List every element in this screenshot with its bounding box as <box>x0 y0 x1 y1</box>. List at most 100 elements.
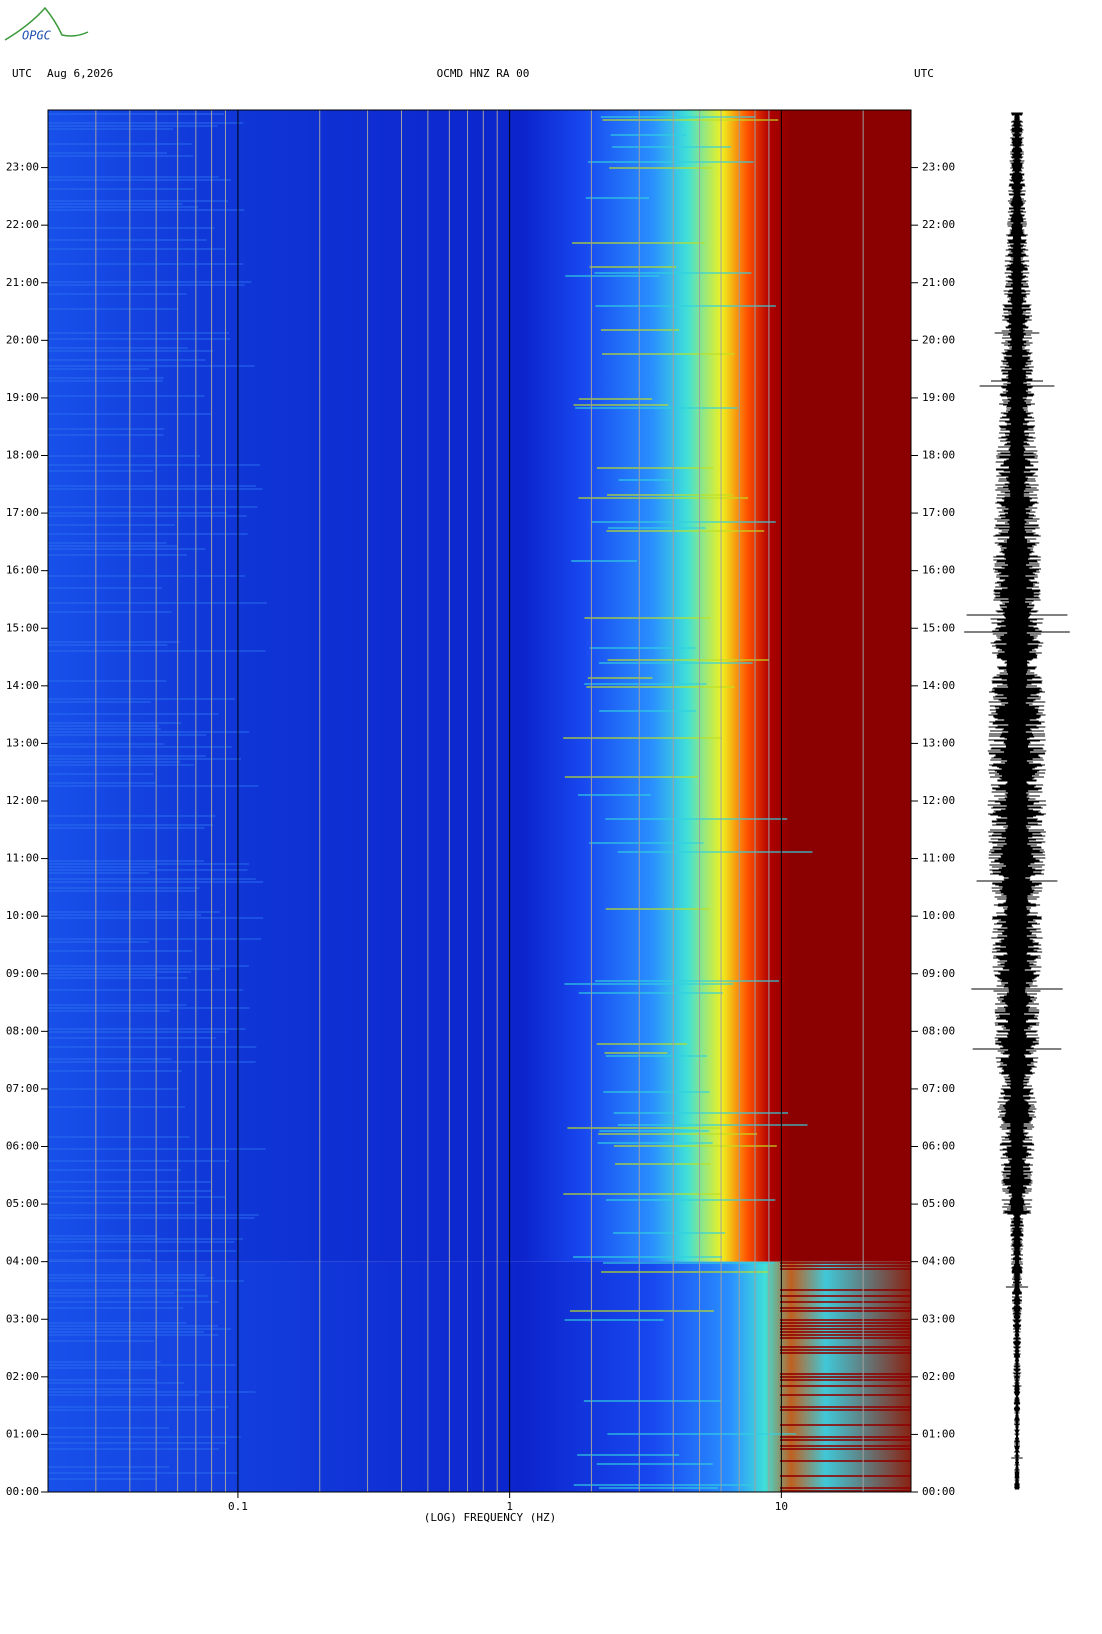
spectrum-streak <box>780 1424 911 1426</box>
spectrum-streak <box>48 377 164 379</box>
spectrum-streak <box>780 1376 911 1378</box>
spectrum-streak <box>48 725 160 727</box>
spectrum-streak <box>48 989 244 991</box>
spectrum-streak <box>48 914 202 916</box>
y-tick-label: 02:00 <box>6 1370 39 1383</box>
spectrum-streak <box>780 1439 911 1441</box>
spectrum-streak <box>48 347 188 349</box>
spectrum-streak <box>600 329 680 331</box>
spectrum-streak <box>48 764 194 766</box>
spectrum-streak <box>48 1307 184 1309</box>
spectrum-streak <box>564 983 734 985</box>
spectrum-streak <box>780 1394 911 1396</box>
spectrum-streak <box>48 350 214 352</box>
y-tick-label: 11:00 <box>922 852 955 865</box>
spectrum-streak <box>48 1010 170 1012</box>
spectrum-streak <box>48 545 178 547</box>
spectrum-streak <box>610 134 687 136</box>
spectrum-streak <box>48 464 260 466</box>
spectrum-streak <box>48 434 164 436</box>
spectrum-streak <box>603 1091 710 1093</box>
spectrum-streak <box>48 1259 152 1261</box>
spectrum-streak <box>48 284 245 286</box>
spectrum-streak <box>48 1280 244 1282</box>
spectrum-streak <box>618 479 684 481</box>
spectrum-streak <box>48 698 235 700</box>
spectrum-streak <box>48 203 183 205</box>
spectrum-streak <box>48 1277 214 1279</box>
spectrum-streak <box>780 1487 911 1489</box>
spectrum-streak <box>48 1394 199 1396</box>
spectrum-streak <box>48 239 207 241</box>
spectrum-streak <box>48 860 205 862</box>
y-tick-label: 00:00 <box>922 1485 955 1498</box>
y-tick-label: 08:00 <box>6 1024 39 1037</box>
spectrum-streak <box>48 1325 219 1327</box>
spectrum-streak <box>780 1436 911 1438</box>
spectrum-streak <box>599 1487 718 1489</box>
y-tick-label: 08:00 <box>922 1024 955 1037</box>
y-tick-label: 12:00 <box>6 794 39 807</box>
y-tick-label: 21:00 <box>922 276 955 289</box>
spectrum-streak <box>612 146 731 148</box>
spectrum-streak <box>48 1028 246 1030</box>
spectrum-streak <box>595 305 776 307</box>
spectrum-streak <box>48 506 258 508</box>
y-tick-label: 14:00 <box>6 679 39 692</box>
spectrum-streak <box>573 1256 723 1258</box>
spectrum-streak <box>48 815 216 817</box>
spectrum-field <box>48 110 911 1262</box>
spectrum-streak <box>48 1274 205 1276</box>
spectrum-streak <box>48 1106 185 1108</box>
spectrum-streak <box>48 554 188 556</box>
spectrum-streak <box>596 467 714 469</box>
spectrum-streak <box>48 1427 169 1429</box>
spectrum-streak <box>780 1445 911 1447</box>
spectrum-streak <box>48 1364 236 1366</box>
logo: OPGC <box>4 6 89 43</box>
y-tick-label: 01:00 <box>6 1427 39 1440</box>
spectrum-streak <box>48 524 175 526</box>
logo-text: OPGC <box>22 29 52 43</box>
spectrum-streak <box>780 1334 911 1336</box>
spectrum-streak <box>48 1388 157 1390</box>
spectrum-streak <box>48 1088 179 1090</box>
spectrum-streak <box>606 530 765 532</box>
y-tick-label: 12:00 <box>922 794 955 807</box>
spectrum-streak <box>48 827 205 829</box>
spectrum-streak <box>48 881 264 883</box>
y-tick-label: 00:00 <box>6 1485 39 1498</box>
spectrum-streak <box>48 938 261 940</box>
spectrum-streak <box>578 398 653 400</box>
spectrum-streak <box>48 380 163 382</box>
spectrum-streak <box>583 1400 721 1402</box>
spectrum-streak <box>48 122 244 124</box>
y-tick-label: 20:00 <box>922 333 955 346</box>
spectrum-streak <box>48 395 205 397</box>
spectrum-streak <box>598 662 753 664</box>
spectrum-streak <box>604 1052 668 1054</box>
spectrum-streak <box>48 722 182 724</box>
timezone-label: UTC <box>914 67 934 80</box>
y-tick-label: 03:00 <box>922 1312 955 1325</box>
spectrum-streak <box>48 587 163 589</box>
spectrum-streak <box>780 1352 911 1354</box>
spectrum-streak <box>48 128 174 130</box>
spectrum-streak <box>597 1142 713 1144</box>
spectrum-streak <box>48 152 167 154</box>
spectrum-streak <box>577 1454 680 1456</box>
spectrum-streak <box>48 548 206 550</box>
plot-frame <box>47 109 912 1493</box>
spectrum-streak <box>565 275 660 277</box>
spectrum-streak <box>48 428 165 430</box>
spectrum-streak <box>48 1037 217 1039</box>
spectrum-streak <box>48 1322 187 1324</box>
spectrum-streak <box>780 1373 911 1375</box>
spectrum-streak <box>48 206 199 208</box>
spectrum-streak <box>607 659 769 661</box>
spectrum-streak <box>587 677 653 679</box>
spectrum-streak <box>48 1070 182 1072</box>
spectrum-streak <box>48 143 193 145</box>
timezone-label: UTC <box>12 67 32 80</box>
spectrum-streak <box>605 1055 708 1057</box>
